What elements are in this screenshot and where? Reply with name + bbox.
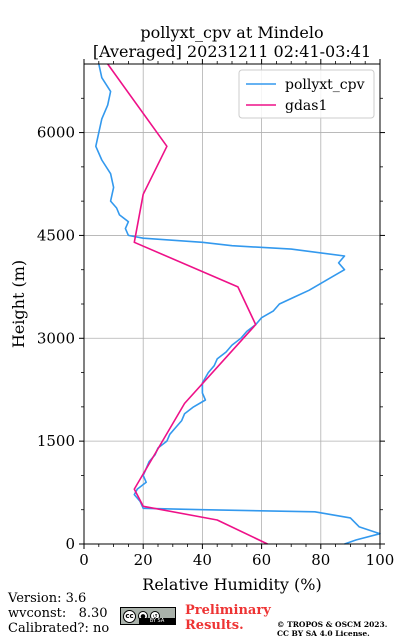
x-tick-label: 40 <box>193 551 212 569</box>
y-tick-label: 3000 <box>37 329 75 347</box>
preliminary-notice: Preliminary Results. <box>185 603 271 633</box>
chart-title: pollyxt_cpv at Mindelo <box>140 23 323 42</box>
series-layer <box>95 63 381 545</box>
footer-info: Version: 3.6 wvconst: 8.30 Calibrated?: … <box>8 591 109 636</box>
calibrated-text: Calibrated?: no <box>8 621 110 636</box>
legend-label-gdas1: gdas1 <box>285 98 327 114</box>
legend-box <box>238 69 375 119</box>
y-axis-label: Height (m) <box>9 260 28 348</box>
version-text: Version: 3.6 <box>8 591 87 606</box>
series-line-pollyxt-cpv <box>95 63 381 545</box>
grid-lines <box>84 64 380 544</box>
cc-license-logo: cc ● ↺ BY SA <box>120 607 176 625</box>
series-line-gdas1 <box>107 63 268 545</box>
x-tick-label: 0 <box>79 551 89 569</box>
legend: pollyxt_cpv gdas1 <box>238 69 375 119</box>
cc-icon: cc <box>123 609 136 623</box>
cc-badge-text: BY SA <box>139 618 175 624</box>
legend-label-pollyxt: pollyxt_cpv <box>285 77 365 93</box>
x-tick-label: 20 <box>134 551 153 569</box>
y-tick-label: 1500 <box>37 432 75 450</box>
plot-frame <box>83 63 381 545</box>
y-tick-label: 4500 <box>37 226 75 244</box>
y-tick-label: 6000 <box>37 124 75 142</box>
axis-ticks: 0 20 40 60 80 100 0 1500 3000 4500 6000 <box>37 59 395 569</box>
chart-subtitle: [Averaged] 20231211 02:41-03:41 <box>93 42 371 61</box>
preliminary-line2: Results. <box>185 618 244 633</box>
x-tick-label: 100 <box>366 551 395 569</box>
copyright-line2: CC BY SA 4.0 License. <box>277 629 370 638</box>
x-axis-label: Relative Humidity (%) <box>142 575 321 594</box>
x-tick-label: 60 <box>252 551 271 569</box>
copyright-line1: © TROPOS & OSCM 2023. <box>277 620 388 629</box>
y-tick-label: 0 <box>65 535 75 553</box>
wvconst-text: wvconst: 8.30 <box>8 606 108 621</box>
copyright-notice: © TROPOS & OSCM 2023. CC BY SA 4.0 Licen… <box>277 620 387 638</box>
x-tick-label: 80 <box>311 551 330 569</box>
preliminary-line1: Preliminary <box>185 603 271 618</box>
